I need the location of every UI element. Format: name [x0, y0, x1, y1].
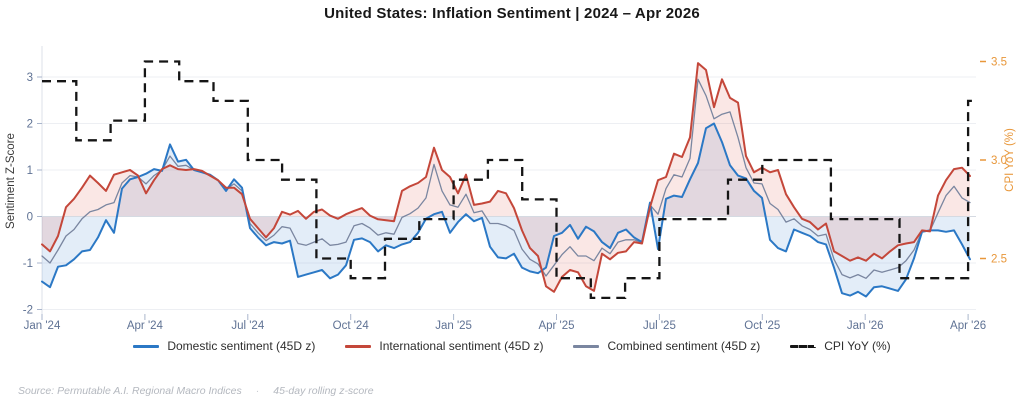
combined-line-swatch-icon	[573, 344, 600, 348]
y-tick-label: 1	[27, 165, 33, 177]
source-text: Source: Permutable A.I. Regional Macro I…	[18, 385, 242, 397]
x-tick-label: Oct '25	[744, 320, 780, 332]
y-tick-label: 3	[27, 72, 33, 84]
x-tick-label: Apr '25	[538, 320, 574, 332]
international-line-swatch-icon	[345, 344, 372, 348]
source-note: Source: Permutable A.I. Regional Macro I…	[18, 385, 374, 397]
chart-legend: Domestic sentiment (45D z) International…	[0, 339, 1024, 353]
y-tick-label: -2	[23, 305, 33, 317]
legend-item-combined[interactable]: Combined sentiment (45D z)	[573, 339, 760, 353]
y-tick-label: -1	[23, 258, 33, 270]
domestic-line-swatch-icon	[133, 344, 160, 348]
legend-label: CPI YoY (%)	[824, 339, 891, 353]
cpi-dashed-line-swatch-icon	[790, 344, 817, 348]
x-tick-label: Apr '26	[950, 320, 986, 332]
x-tick-label: Jan '24	[24, 320, 61, 332]
y-tick-label: 0	[27, 212, 33, 224]
legend-item-international[interactable]: International sentiment (45D z)	[345, 339, 543, 353]
y-axis-title: Sentiment Z-Score	[5, 133, 17, 229]
x-tick-label: Apr '24	[127, 320, 164, 332]
x-tick-label: Jul '25	[643, 320, 676, 332]
international-sentiment-line	[41, 62, 971, 293]
legend-item-domestic[interactable]: Domestic sentiment (45D z)	[133, 339, 315, 353]
legend-label: Domestic sentiment (45D z)	[167, 339, 316, 353]
x-tick-label: Jan '26	[847, 320, 884, 332]
x-tick-label: Jan '25	[435, 320, 472, 332]
y2-axis-title: CPI YoY (%)	[1004, 128, 1016, 192]
y2-tick-label: 2.5	[991, 254, 1007, 266]
y-tick-label: 2	[27, 119, 33, 131]
legend-label: International sentiment (45D z)	[379, 339, 544, 353]
y2-tick-label: 3.5	[991, 57, 1007, 69]
domestic-fill	[42, 123, 970, 297]
cpi-yoy-step-line	[42, 60, 976, 300]
domestic-sentiment-line	[41, 122, 971, 298]
x-tick-label: Oct '24	[333, 320, 370, 332]
x-tick-label: Jul '24	[231, 320, 264, 332]
international-fill	[42, 63, 970, 292]
y2-tick-label: 3.0	[991, 155, 1007, 167]
legend-label: Combined sentiment (45D z)	[607, 339, 761, 353]
chart-title: United States: Inflation Sentiment | 202…	[324, 5, 700, 22]
legend-item-cpi[interactable]: CPI YoY (%)	[790, 339, 891, 353]
methodology-text: 45-day rolling z-score	[273, 385, 374, 397]
separator-dot: ·	[255, 385, 260, 397]
